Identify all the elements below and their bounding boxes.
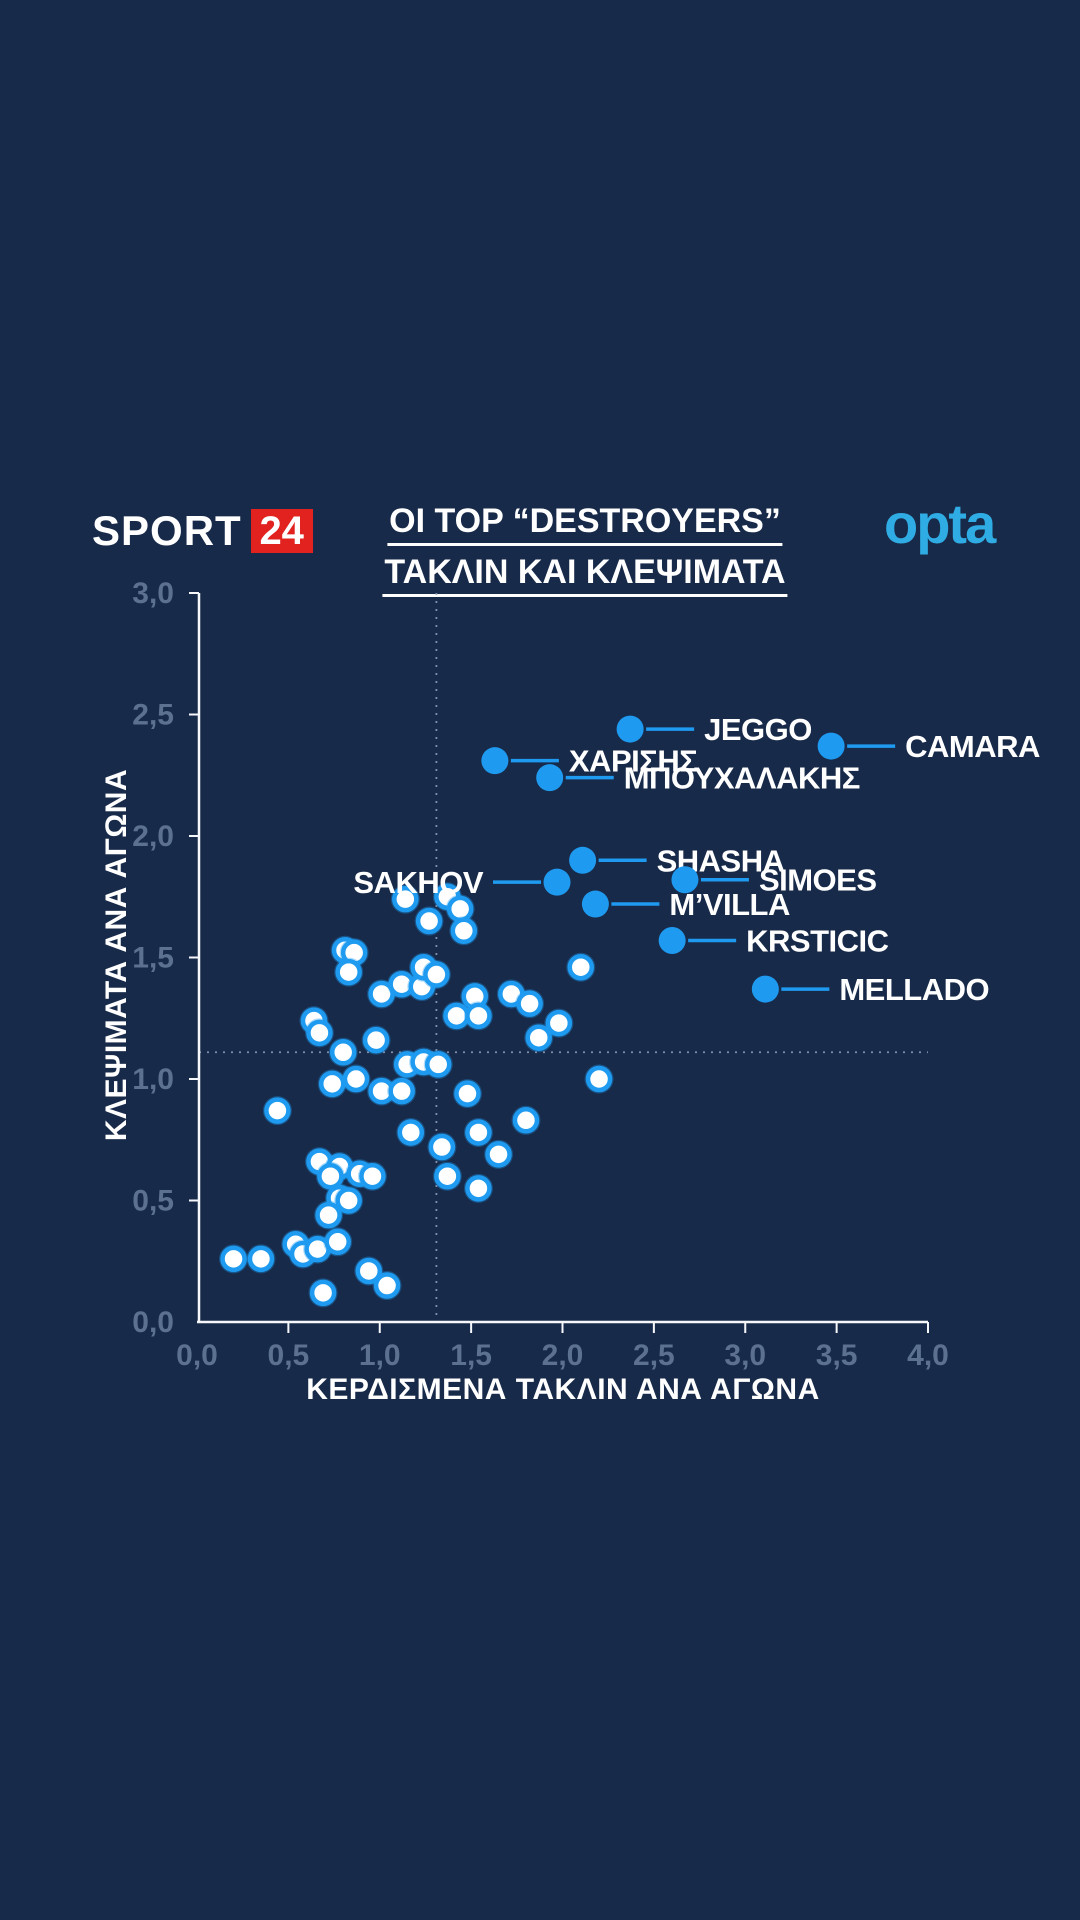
scatter-point (362, 1026, 390, 1054)
y-tick-label: 1,5 (132, 942, 174, 975)
scatter-point (545, 1009, 573, 1037)
scatter-point (388, 1077, 415, 1105)
scatter-point (415, 907, 443, 935)
chart-title-line1: ΟΙ TOP “DESTROYERS” (387, 503, 783, 546)
scatter-point (317, 1162, 344, 1190)
scatter-point (335, 958, 362, 986)
player-point (817, 732, 845, 760)
scatter-point (359, 1162, 386, 1190)
player-label: JEGGO (704, 712, 812, 747)
player-point (569, 846, 597, 874)
scatter-point (324, 1228, 351, 1256)
scatter-point (368, 980, 395, 1008)
scatter-point (585, 1065, 613, 1093)
scatter-point (220, 1245, 247, 1273)
scatter-point (465, 1175, 492, 1202)
scatter-point (309, 1279, 337, 1307)
scatter-point (392, 885, 419, 913)
player-point (581, 890, 609, 918)
player-label: M’VILLA (669, 887, 790, 922)
player-point (751, 975, 779, 1003)
scatter-point (342, 1065, 370, 1093)
y-tick-label: 3,0 (132, 577, 174, 610)
player-point (671, 866, 699, 894)
scatter-point (329, 1039, 357, 1066)
sport24-logo-text: SPORT (92, 507, 242, 554)
player-label: KRSTICIC (746, 923, 889, 958)
player-label: ΧΑΡΙΣΗΣ (569, 744, 697, 779)
player-point (536, 764, 564, 792)
scatter-point (355, 1257, 383, 1285)
scatter-point (264, 1097, 291, 1124)
scatter-point (306, 1019, 333, 1047)
scatter-point (397, 1119, 425, 1146)
scatter-point (247, 1245, 275, 1273)
scatter-point (424, 1051, 452, 1078)
x-tick-label: 1,0 (359, 1339, 401, 1372)
x-tick-label: 0,0 (176, 1339, 218, 1372)
player-point (481, 747, 509, 775)
scatter-point (373, 1272, 401, 1299)
y-tick-label: 1,0 (132, 1063, 174, 1096)
scatter-point (454, 1080, 481, 1107)
player-point (658, 926, 686, 954)
player-label: SAKHOV (353, 865, 483, 900)
sport24-logo: SPORT 24 (92, 507, 313, 554)
y-tick-label: 2,0 (132, 820, 174, 853)
scatter-point (434, 1162, 461, 1190)
scatter-point (450, 917, 478, 945)
x-tick-label: 3,5 (816, 1339, 858, 1372)
scatter-point (318, 1070, 346, 1098)
x-tick-label: 1,5 (450, 1339, 492, 1372)
opta-logo: opta (884, 492, 996, 555)
y-tick-label: 0,0 (132, 1306, 174, 1339)
player-point (616, 715, 644, 743)
scatter-point (428, 1133, 456, 1161)
player-label: CAMARA (905, 729, 1040, 764)
scatter-point (315, 1201, 342, 1229)
player-label: SIMOES (759, 863, 877, 898)
scatter-point (335, 1187, 362, 1214)
x-tick-label: 0,5 (268, 1339, 310, 1372)
chart-title-line2: ΤΑΚΛΙΝ ΚΑΙ ΚΛΕΨΙΜΑΤΑ (382, 554, 788, 597)
chart-title: ΟΙ TOP “DESTROYERS” ΤΑΚΛΙΝ ΚΑΙ ΚΛΕΨΙΜΑΤΑ (382, 503, 788, 605)
x-tick-label: 2,5 (633, 1339, 675, 1372)
scatter-point (485, 1141, 512, 1168)
scatter-point (512, 1107, 540, 1134)
x-tick-label: 2,0 (542, 1339, 584, 1372)
player-label: ΜΠΟΥΧΑΛΑΚΗΣ (624, 761, 860, 796)
scatter-point (465, 1119, 492, 1146)
y-tick-label: 2,5 (132, 699, 174, 732)
scatter-point (567, 953, 595, 981)
scatter-point (446, 895, 474, 923)
sport24-logo-badge: 24 (250, 509, 313, 553)
player-point (543, 868, 571, 896)
scatter-point (465, 1002, 492, 1030)
player-label: MELLADO (839, 972, 989, 1007)
x-axis-title: ΚΕΡΔΙΣΜΕΝΑ ΤΑΚΛΙΝ ΑΝΑ ΑΓΩΝΑ (306, 1373, 820, 1406)
scatter-point (516, 990, 543, 1017)
scatter-point (423, 961, 450, 988)
x-tick-label: 3,0 (724, 1339, 766, 1372)
scatter-point (525, 1024, 552, 1051)
x-tick-label: 4,0 (907, 1339, 949, 1372)
y-tick-label: 0,5 (132, 1185, 174, 1218)
y-axis-title: ΚΛΕΨΙΜΑΤΑ ΑΝΑ ΑΓΩΝΑ (100, 768, 133, 1142)
